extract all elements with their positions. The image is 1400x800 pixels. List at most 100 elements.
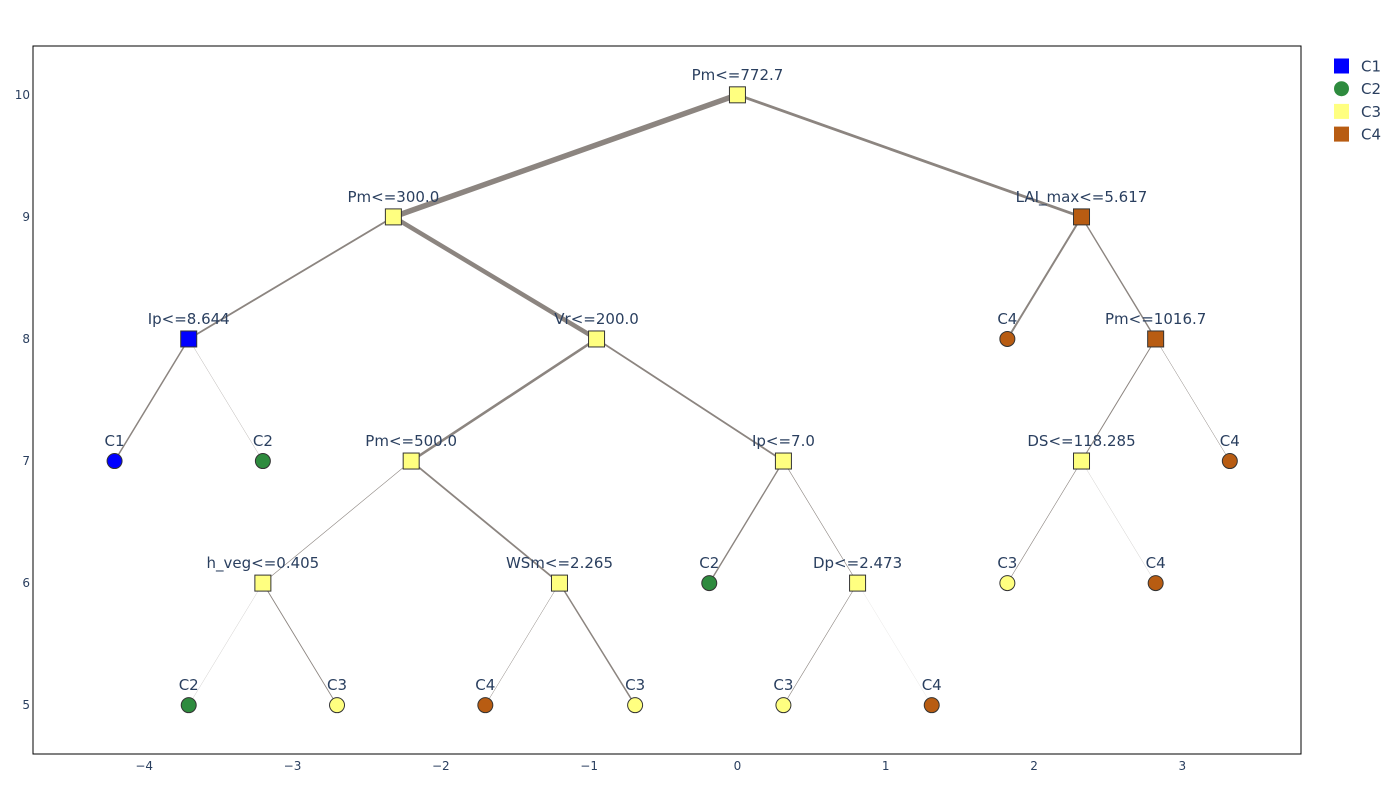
split-node-marker[interactable] <box>402 452 420 470</box>
y-tick-label: 10 <box>15 88 30 102</box>
split-node-label: Pm<=300.0 <box>348 188 440 206</box>
split-node-marker[interactable] <box>1073 452 1091 470</box>
tree-edge-n13-n20 <box>262 582 338 706</box>
leaf-node-label: C4 <box>1220 432 1240 450</box>
tree-edge-n1-n3 <box>187 215 395 340</box>
leaf-node-marker[interactable] <box>180 697 197 714</box>
split-node-label: Ip<=7.0 <box>752 432 815 450</box>
labels-layer: Pm<=772.7 Pm<=300.0 LAI_max<=5.617 Ip<=8.64… <box>105 66 1240 694</box>
legend-label: C2 <box>1361 80 1381 98</box>
leaf-node-marker[interactable] <box>923 697 940 714</box>
y-tick-label: 8 <box>22 332 30 346</box>
legend-item-c3[interactable]: C3 <box>1334 103 1381 121</box>
x-tick-label: −2 <box>432 759 450 773</box>
tree-edge-n0-n2 <box>736 93 1083 219</box>
split-node-marker[interactable] <box>550 574 568 592</box>
legend-swatch <box>1334 58 1349 74</box>
tree-edge-n14-n22 <box>558 582 636 706</box>
split-node-marker[interactable] <box>588 330 606 348</box>
leaf-node-label: C2 <box>253 432 273 450</box>
tree-edge-n14-n21 <box>485 582 560 706</box>
tree-edge-n9-n14 <box>410 460 561 585</box>
split-node-label: Pm<=1016.7 <box>1105 310 1206 328</box>
split-node-marker[interactable] <box>849 574 867 592</box>
leaf-node-label: C3 <box>327 676 347 694</box>
leaf-node-label: C4 <box>475 676 495 694</box>
leaf-node-marker[interactable] <box>1147 575 1164 592</box>
legend-item-c4[interactable]: C4 <box>1334 126 1381 144</box>
x-tick-label: −4 <box>135 759 153 773</box>
leaf-node-label: C1 <box>105 432 125 450</box>
leaf-node-marker[interactable] <box>1221 453 1238 470</box>
legend-swatch <box>1334 81 1349 97</box>
tree-edge-n10-n15 <box>708 460 785 584</box>
leaf-node-label: C4 <box>922 676 942 694</box>
nodes-layer <box>106 86 1238 714</box>
legend[interactable]: C1 C2 C3 C4 <box>1334 58 1381 144</box>
split-node-marker[interactable] <box>1147 330 1165 348</box>
legend-label: C3 <box>1361 103 1381 121</box>
leaf-node-marker[interactable] <box>999 330 1016 347</box>
split-node-marker[interactable] <box>728 86 746 104</box>
split-node-label: Vr<=200.0 <box>554 310 639 328</box>
x-tick-label: 0 <box>734 759 742 773</box>
edges-layer <box>113 92 1231 706</box>
y-tick-label: 6 <box>22 576 30 590</box>
tree-edge-n13-n19 <box>188 583 263 706</box>
leaf-node-marker[interactable] <box>254 453 271 470</box>
leaf-node-label: C3 <box>625 676 645 694</box>
split-node-label: h_veg<=0.405 <box>207 554 320 573</box>
leaf-node-marker[interactable] <box>701 575 718 592</box>
tree-edge-n1-n4 <box>391 214 599 342</box>
split-node-label: Pm<=500.0 <box>365 432 457 450</box>
leaf-node-marker[interactable] <box>627 697 644 714</box>
x-axis-ticks: −4 −3 −2 −1 0 1 2 3 <box>135 759 1186 773</box>
tree-edge-n3-n8 <box>188 338 264 462</box>
tree-edge-n3-n7 <box>113 338 190 462</box>
tree-edge-n11-n17 <box>1007 460 1082 584</box>
leaf-node-marker[interactable] <box>775 697 792 714</box>
legend-label: C4 <box>1361 126 1381 144</box>
tree-edge-n2-n5 <box>1006 215 1083 340</box>
x-tick-label: 1 <box>882 759 890 773</box>
leaf-node-label: C3 <box>773 676 793 694</box>
split-node-marker[interactable] <box>254 574 272 592</box>
tree-edge-n0-n1 <box>390 92 741 220</box>
split-node-marker[interactable] <box>1073 208 1091 226</box>
tree-edge-n6-n12 <box>1155 338 1231 462</box>
split-node-marker[interactable] <box>384 208 402 226</box>
x-tick-label: 2 <box>1030 759 1038 773</box>
y-axis-ticks: 5 6 7 8 9 10 <box>15 88 30 712</box>
tree-edge-n10-n16 <box>783 460 858 584</box>
x-tick-label: −3 <box>284 759 302 773</box>
leaf-node-marker[interactable] <box>329 697 346 714</box>
tree-edge-n9-n13 <box>262 460 412 584</box>
split-node-marker[interactable] <box>774 452 792 470</box>
tree-edge-n2-n6 <box>1080 216 1157 340</box>
legend-swatch <box>1334 103 1349 119</box>
leaf-node-marker[interactable] <box>106 453 123 470</box>
leaf-node-marker[interactable] <box>477 697 494 714</box>
legend-label: C1 <box>1361 58 1381 76</box>
split-node-label: Pm<=772.7 <box>692 66 784 84</box>
y-tick-label: 5 <box>22 698 30 712</box>
legend-item-c2[interactable]: C2 <box>1334 80 1381 98</box>
tree-edge-n11-n18 <box>1081 460 1156 584</box>
split-node-label: Dp<=2.473 <box>813 554 902 572</box>
split-node-marker[interactable] <box>180 330 198 348</box>
tree-edge-n4-n9 <box>409 337 598 463</box>
leaf-node-marker[interactable] <box>999 575 1016 592</box>
leaf-node-label: C3 <box>997 554 1017 572</box>
x-tick-label: −1 <box>580 759 598 773</box>
tree-edge-n16-n23 <box>783 582 858 706</box>
split-node-label: WSm<=2.265 <box>506 554 613 572</box>
split-node-label: DS<=118.285 <box>1027 432 1135 450</box>
leaf-node-label: C4 <box>997 310 1017 328</box>
leaf-node-label: C4 <box>1146 554 1166 572</box>
legend-item-c1[interactable]: C1 <box>1334 58 1381 76</box>
split-node-label: Ip<=8.644 <box>148 310 230 328</box>
leaf-node-label: C2 <box>699 554 719 572</box>
tree-edge-n6-n11 <box>1081 338 1157 462</box>
y-tick-label: 7 <box>22 454 30 468</box>
